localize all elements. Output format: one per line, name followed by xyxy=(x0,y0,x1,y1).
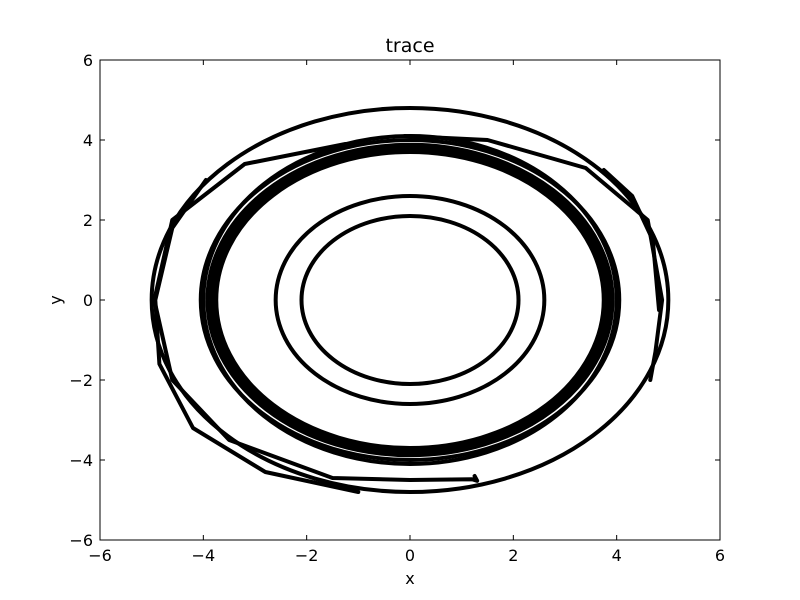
y-tick-label: −4 xyxy=(69,451,93,470)
x-tick-label: 4 xyxy=(612,546,622,565)
x-tick-label: −6 xyxy=(88,546,112,565)
trace-arc-3 xyxy=(402,134,665,382)
y-tick-label: 0 xyxy=(83,291,93,310)
y-tick-label: −6 xyxy=(69,531,93,550)
trace-ring-1 xyxy=(299,214,521,386)
trace-arc-4 xyxy=(601,168,661,312)
y-tick-label: 6 xyxy=(83,51,93,70)
trace-ring-7 xyxy=(198,138,622,462)
trace-arc-2 xyxy=(153,178,361,494)
y-axis: −6 −4 −2 0 2 4 6 xyxy=(69,51,720,550)
y-tick-label: 2 xyxy=(83,211,93,230)
chart-title: trace xyxy=(385,35,434,57)
trace-ring-6 xyxy=(205,142,615,458)
x-tick-label: 2 xyxy=(508,546,518,565)
x-axis: −6 −4 −2 0 2 4 6 xyxy=(88,60,725,565)
trace-ring-3 xyxy=(214,150,606,450)
x-tick-label: 0 xyxy=(405,546,415,565)
trace-ring-2 xyxy=(273,194,547,406)
y-tick-label: −2 xyxy=(69,371,93,390)
trace-ring-5 xyxy=(209,145,611,455)
plot-content xyxy=(149,106,671,494)
trace-ring-9 xyxy=(149,106,671,494)
trace-ring-8 xyxy=(201,134,619,466)
y-tick-label: 4 xyxy=(83,131,93,150)
trace-arc-1 xyxy=(152,142,480,483)
plot-frame xyxy=(99,59,721,541)
x-axis-title: x xyxy=(405,569,414,588)
x-tick-label: −4 xyxy=(192,546,216,565)
x-tick-label: 6 xyxy=(715,546,725,565)
x-tick-label: −2 xyxy=(295,546,319,565)
trace-ring-4 xyxy=(211,147,609,453)
y-axis-title: y xyxy=(46,295,65,304)
